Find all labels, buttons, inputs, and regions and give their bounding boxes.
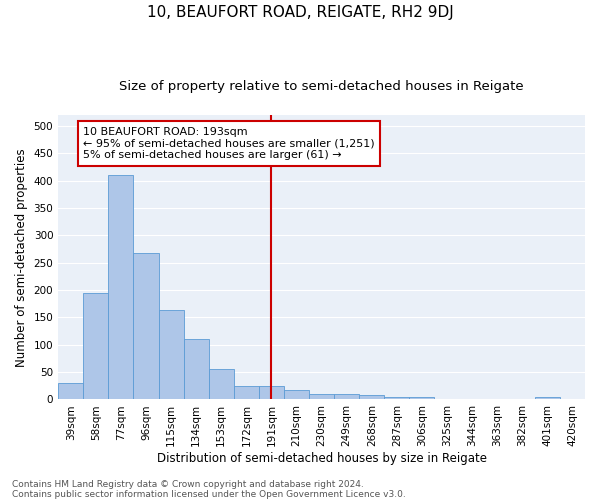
Bar xyxy=(334,394,359,400)
Bar xyxy=(158,310,184,400)
Bar xyxy=(234,386,259,400)
Text: 10 BEAUFORT ROAD: 193sqm
← 95% of semi-detached houses are smaller (1,251)
5% of: 10 BEAUFORT ROAD: 193sqm ← 95% of semi-d… xyxy=(83,127,375,160)
Y-axis label: Number of semi-detached properties: Number of semi-detached properties xyxy=(15,148,28,366)
Bar xyxy=(58,383,83,400)
Bar xyxy=(284,390,309,400)
Bar xyxy=(259,386,284,400)
Bar xyxy=(83,293,109,400)
Bar xyxy=(109,175,133,400)
Bar xyxy=(133,253,158,400)
Title: Size of property relative to semi-detached houses in Reigate: Size of property relative to semi-detach… xyxy=(119,80,524,93)
Bar xyxy=(385,398,409,400)
Bar xyxy=(359,395,385,400)
Text: Contains HM Land Registry data © Crown copyright and database right 2024.
Contai: Contains HM Land Registry data © Crown c… xyxy=(12,480,406,499)
Bar xyxy=(535,396,560,400)
Bar xyxy=(184,340,209,400)
Text: 10, BEAUFORT ROAD, REIGATE, RH2 9DJ: 10, BEAUFORT ROAD, REIGATE, RH2 9DJ xyxy=(146,5,454,20)
Bar xyxy=(409,398,434,400)
X-axis label: Distribution of semi-detached houses by size in Reigate: Distribution of semi-detached houses by … xyxy=(157,452,487,465)
Bar xyxy=(309,394,334,400)
Bar xyxy=(209,370,234,400)
